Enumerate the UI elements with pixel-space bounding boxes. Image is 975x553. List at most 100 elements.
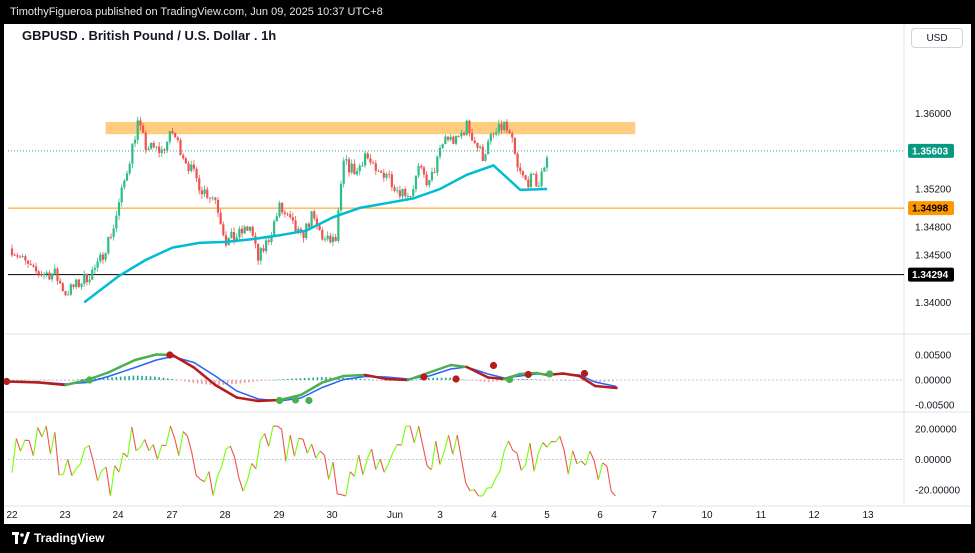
macd-line-segment [64, 378, 89, 387]
macd-line-segment [593, 384, 618, 390]
price-tick-label: 1.34800 [915, 222, 952, 233]
macd-cross-dot [489, 361, 498, 370]
oscillator-segment [520, 464, 527, 471]
macd-histogram-bar [556, 380, 558, 381]
tradingview-logo-icon[interactable] [12, 532, 30, 544]
macd-histogram-bar [252, 380, 255, 382]
candle [286, 213, 289, 215]
price-tag-orange [908, 201, 954, 216]
brand-name[interactable]: TradingView [34, 531, 105, 545]
macd-histogram-bar [308, 377, 310, 380]
candle [505, 121, 508, 131]
candle [513, 137, 516, 154]
oscillator-segment [456, 434, 462, 459]
candle [441, 144, 444, 148]
oscillator-segment [353, 454, 360, 477]
macd-histogram-bar [265, 380, 267, 381]
macd-line-segment [561, 372, 581, 378]
candle [366, 153, 369, 159]
publisher-line: TimothyFigueroa published on TradingView… [10, 6, 383, 18]
oscillator-segment [15, 438, 22, 452]
oscillator-tick-label: 0.00000 [915, 455, 952, 466]
candle [396, 190, 399, 192]
macd-histogram-bar [363, 379, 366, 380]
candle [339, 183, 343, 211]
macd-histogram-bar [38, 380, 41, 381]
footer-bar: TradingView [0, 524, 975, 553]
candle [232, 232, 236, 240]
macd-histogram-bar [21, 380, 23, 381]
candles [10, 116, 549, 297]
oscillator-segment [542, 442, 548, 448]
time-tick-label: 4 [491, 510, 497, 521]
candle [521, 171, 525, 176]
oscillator-tick-label: 20.00000 [915, 425, 957, 436]
candle [281, 202, 284, 213]
candle [489, 134, 492, 142]
chart-panel[interactable]: 1.36000 1.35200 1.34800 1.34500 1.34000 1.356… [4, 24, 971, 524]
oscillator-segment [144, 439, 150, 451]
macd-histogram-bar [72, 379, 75, 381]
candle [473, 140, 476, 143]
macd-histogram-bar [243, 380, 246, 383]
candle [96, 261, 99, 268]
macd-line-segment [465, 365, 490, 379]
candle [112, 228, 115, 237]
macd-histogram-bar [603, 380, 606, 382]
oscillator-segment [148, 444, 154, 452]
oscillator-segment [200, 478, 205, 483]
macd-histogram-bar [55, 380, 58, 381]
oscillator-segment [259, 433, 265, 442]
chart-canvas[interactable]: 1.36000 1.35200 1.34800 1.34500 1.34000 1.356… [4, 24, 971, 524]
candle [414, 175, 418, 190]
candle [291, 217, 294, 221]
oscillator-tick-label: -20.00000 [915, 485, 960, 496]
oscillator-segment [439, 450, 445, 465]
candle [329, 235, 332, 243]
candle [430, 172, 434, 181]
candle [53, 268, 56, 274]
candle [192, 164, 195, 169]
macd-histogram [8, 375, 614, 386]
oscillator-segment [277, 425, 282, 430]
macd-histogram-bar [419, 379, 422, 380]
candle [219, 212, 222, 225]
oscillator-segment [178, 431, 184, 456]
oscillator-segment [101, 466, 107, 471]
macd-cross-dot [85, 376, 94, 384]
macd-histogram-bar [162, 377, 165, 380]
oscillator-segment [397, 443, 402, 446]
candle [345, 159, 348, 161]
currency-button[interactable]: USD [911, 28, 963, 48]
oscillator-segment [597, 462, 604, 481]
oscillator-segment [311, 443, 317, 459]
candle [420, 165, 423, 168]
candle [21, 256, 24, 257]
macd-line-segment [299, 381, 324, 397]
oscillator-segment [525, 443, 531, 465]
candle [85, 274, 88, 283]
oscillator-segment [490, 478, 497, 489]
candle [83, 274, 86, 284]
candle [497, 123, 500, 133]
oscillator-segment [139, 439, 146, 448]
candle [364, 153, 367, 166]
oscillator-segment [204, 471, 210, 482]
oscillator-segment [212, 476, 218, 496]
macd-histogram-bar [136, 375, 139, 380]
candle [270, 235, 273, 243]
candle [120, 187, 123, 203]
price-tag-label: 1.34998 [912, 204, 949, 215]
time-tick-label: 24 [112, 510, 124, 521]
candle [313, 211, 316, 219]
macd-histogram-bar [17, 380, 19, 381]
candle [412, 189, 415, 197]
candle [537, 186, 541, 187]
macd-histogram-bar [154, 376, 156, 380]
oscillator-segment [328, 461, 334, 480]
macd-histogram-bar [201, 380, 203, 384]
macd-line-segment [486, 376, 506, 381]
oscillator-segment [503, 440, 509, 452]
oscillator-segment [255, 440, 261, 469]
